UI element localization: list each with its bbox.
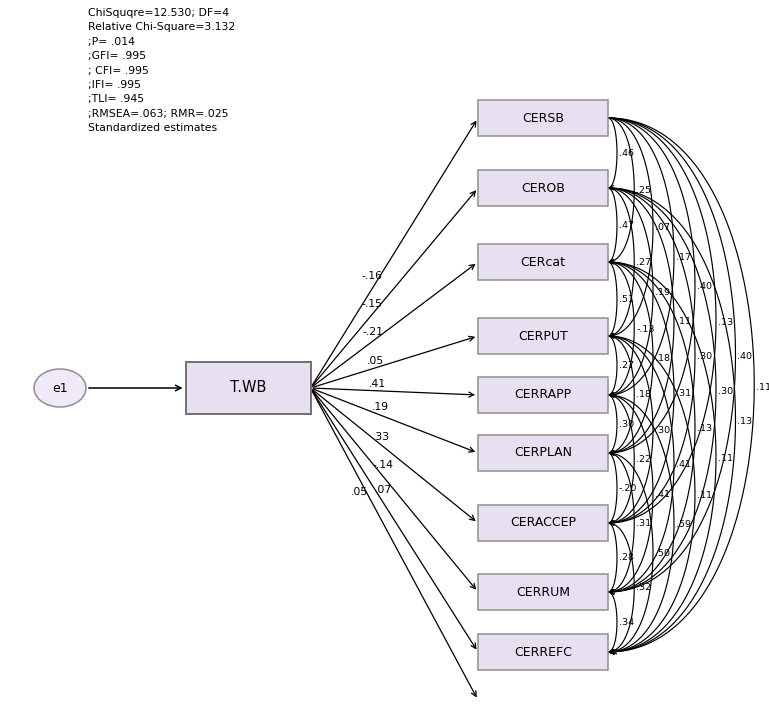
FancyBboxPatch shape — [478, 377, 608, 413]
Text: .30: .30 — [655, 426, 670, 434]
Text: .59: .59 — [676, 520, 691, 529]
Text: CERSB: CERSB — [522, 112, 564, 124]
Text: .32: .32 — [636, 584, 651, 592]
Text: .51: .51 — [619, 295, 634, 304]
Text: CERRAPP: CERRAPP — [514, 388, 571, 402]
Text: .13: .13 — [718, 318, 733, 326]
Text: .27: .27 — [636, 258, 651, 267]
Text: .25: .25 — [636, 186, 651, 195]
Text: ChiSquqre=12.530; DF=4
Relative Chi-Square=3.132
;P= .014
;GFI= .995
; CFI= .995: ChiSquqre=12.530; DF=4 Relative Chi-Squa… — [88, 8, 235, 133]
Text: .27: .27 — [619, 361, 634, 370]
Text: .30: .30 — [619, 419, 634, 429]
Text: .40: .40 — [737, 352, 753, 361]
Text: .05: .05 — [351, 487, 368, 497]
FancyBboxPatch shape — [478, 505, 608, 541]
Text: .31: .31 — [636, 518, 651, 528]
Text: .41: .41 — [676, 461, 691, 469]
Text: CERPUT: CERPUT — [518, 329, 568, 343]
FancyBboxPatch shape — [478, 634, 608, 670]
Text: .18: .18 — [655, 353, 670, 363]
FancyBboxPatch shape — [478, 100, 608, 136]
Text: .41: .41 — [369, 379, 386, 389]
Text: .34: .34 — [619, 618, 634, 626]
Ellipse shape — [34, 369, 86, 407]
FancyBboxPatch shape — [478, 170, 608, 206]
FancyBboxPatch shape — [478, 318, 608, 354]
FancyBboxPatch shape — [185, 362, 311, 414]
Text: .11: .11 — [697, 491, 712, 500]
Text: .30: .30 — [697, 352, 712, 361]
Text: -.21: -.21 — [363, 327, 384, 337]
Text: .17: .17 — [676, 253, 691, 262]
Text: .11: .11 — [756, 383, 769, 392]
Text: -.16: -.16 — [361, 272, 382, 282]
Text: .22: .22 — [636, 455, 651, 464]
Text: .47: .47 — [619, 221, 634, 230]
Text: .28: .28 — [619, 553, 634, 562]
Text: .05: .05 — [367, 356, 384, 365]
Text: T.WB: T.WB — [230, 380, 266, 395]
Text: .13: .13 — [697, 424, 712, 433]
Text: .19: .19 — [371, 402, 388, 412]
Text: .18: .18 — [636, 390, 651, 400]
Text: CERRUM: CERRUM — [516, 585, 570, 599]
Text: .11: .11 — [718, 454, 733, 463]
Text: .11: .11 — [676, 317, 691, 326]
Text: .31: .31 — [676, 389, 691, 398]
Text: .46: .46 — [619, 149, 634, 158]
Text: CERcat: CERcat — [521, 255, 565, 269]
Text: .19: .19 — [655, 288, 670, 296]
Text: .07: .07 — [655, 223, 670, 232]
Text: .30: .30 — [718, 387, 733, 396]
Text: CERACCEP: CERACCEP — [510, 516, 576, 530]
FancyBboxPatch shape — [478, 435, 608, 471]
Text: .40: .40 — [697, 282, 712, 292]
Text: -.15: -.15 — [361, 299, 383, 309]
Text: .50: .50 — [655, 549, 670, 557]
FancyBboxPatch shape — [478, 244, 608, 280]
Text: -.13: -.13 — [636, 324, 654, 333]
Text: -.14: -.14 — [372, 460, 394, 470]
Text: .33: .33 — [373, 432, 391, 442]
FancyBboxPatch shape — [478, 574, 608, 610]
Text: -.20: -.20 — [619, 483, 638, 493]
Text: e1: e1 — [52, 382, 68, 395]
Text: CERREFC: CERREFC — [514, 646, 572, 658]
Text: CEROB: CEROB — [521, 181, 565, 195]
Text: CERPLAN: CERPLAN — [514, 447, 572, 459]
Text: .41: .41 — [655, 490, 670, 498]
Text: .13: .13 — [737, 417, 753, 427]
Text: .07: .07 — [375, 485, 392, 495]
